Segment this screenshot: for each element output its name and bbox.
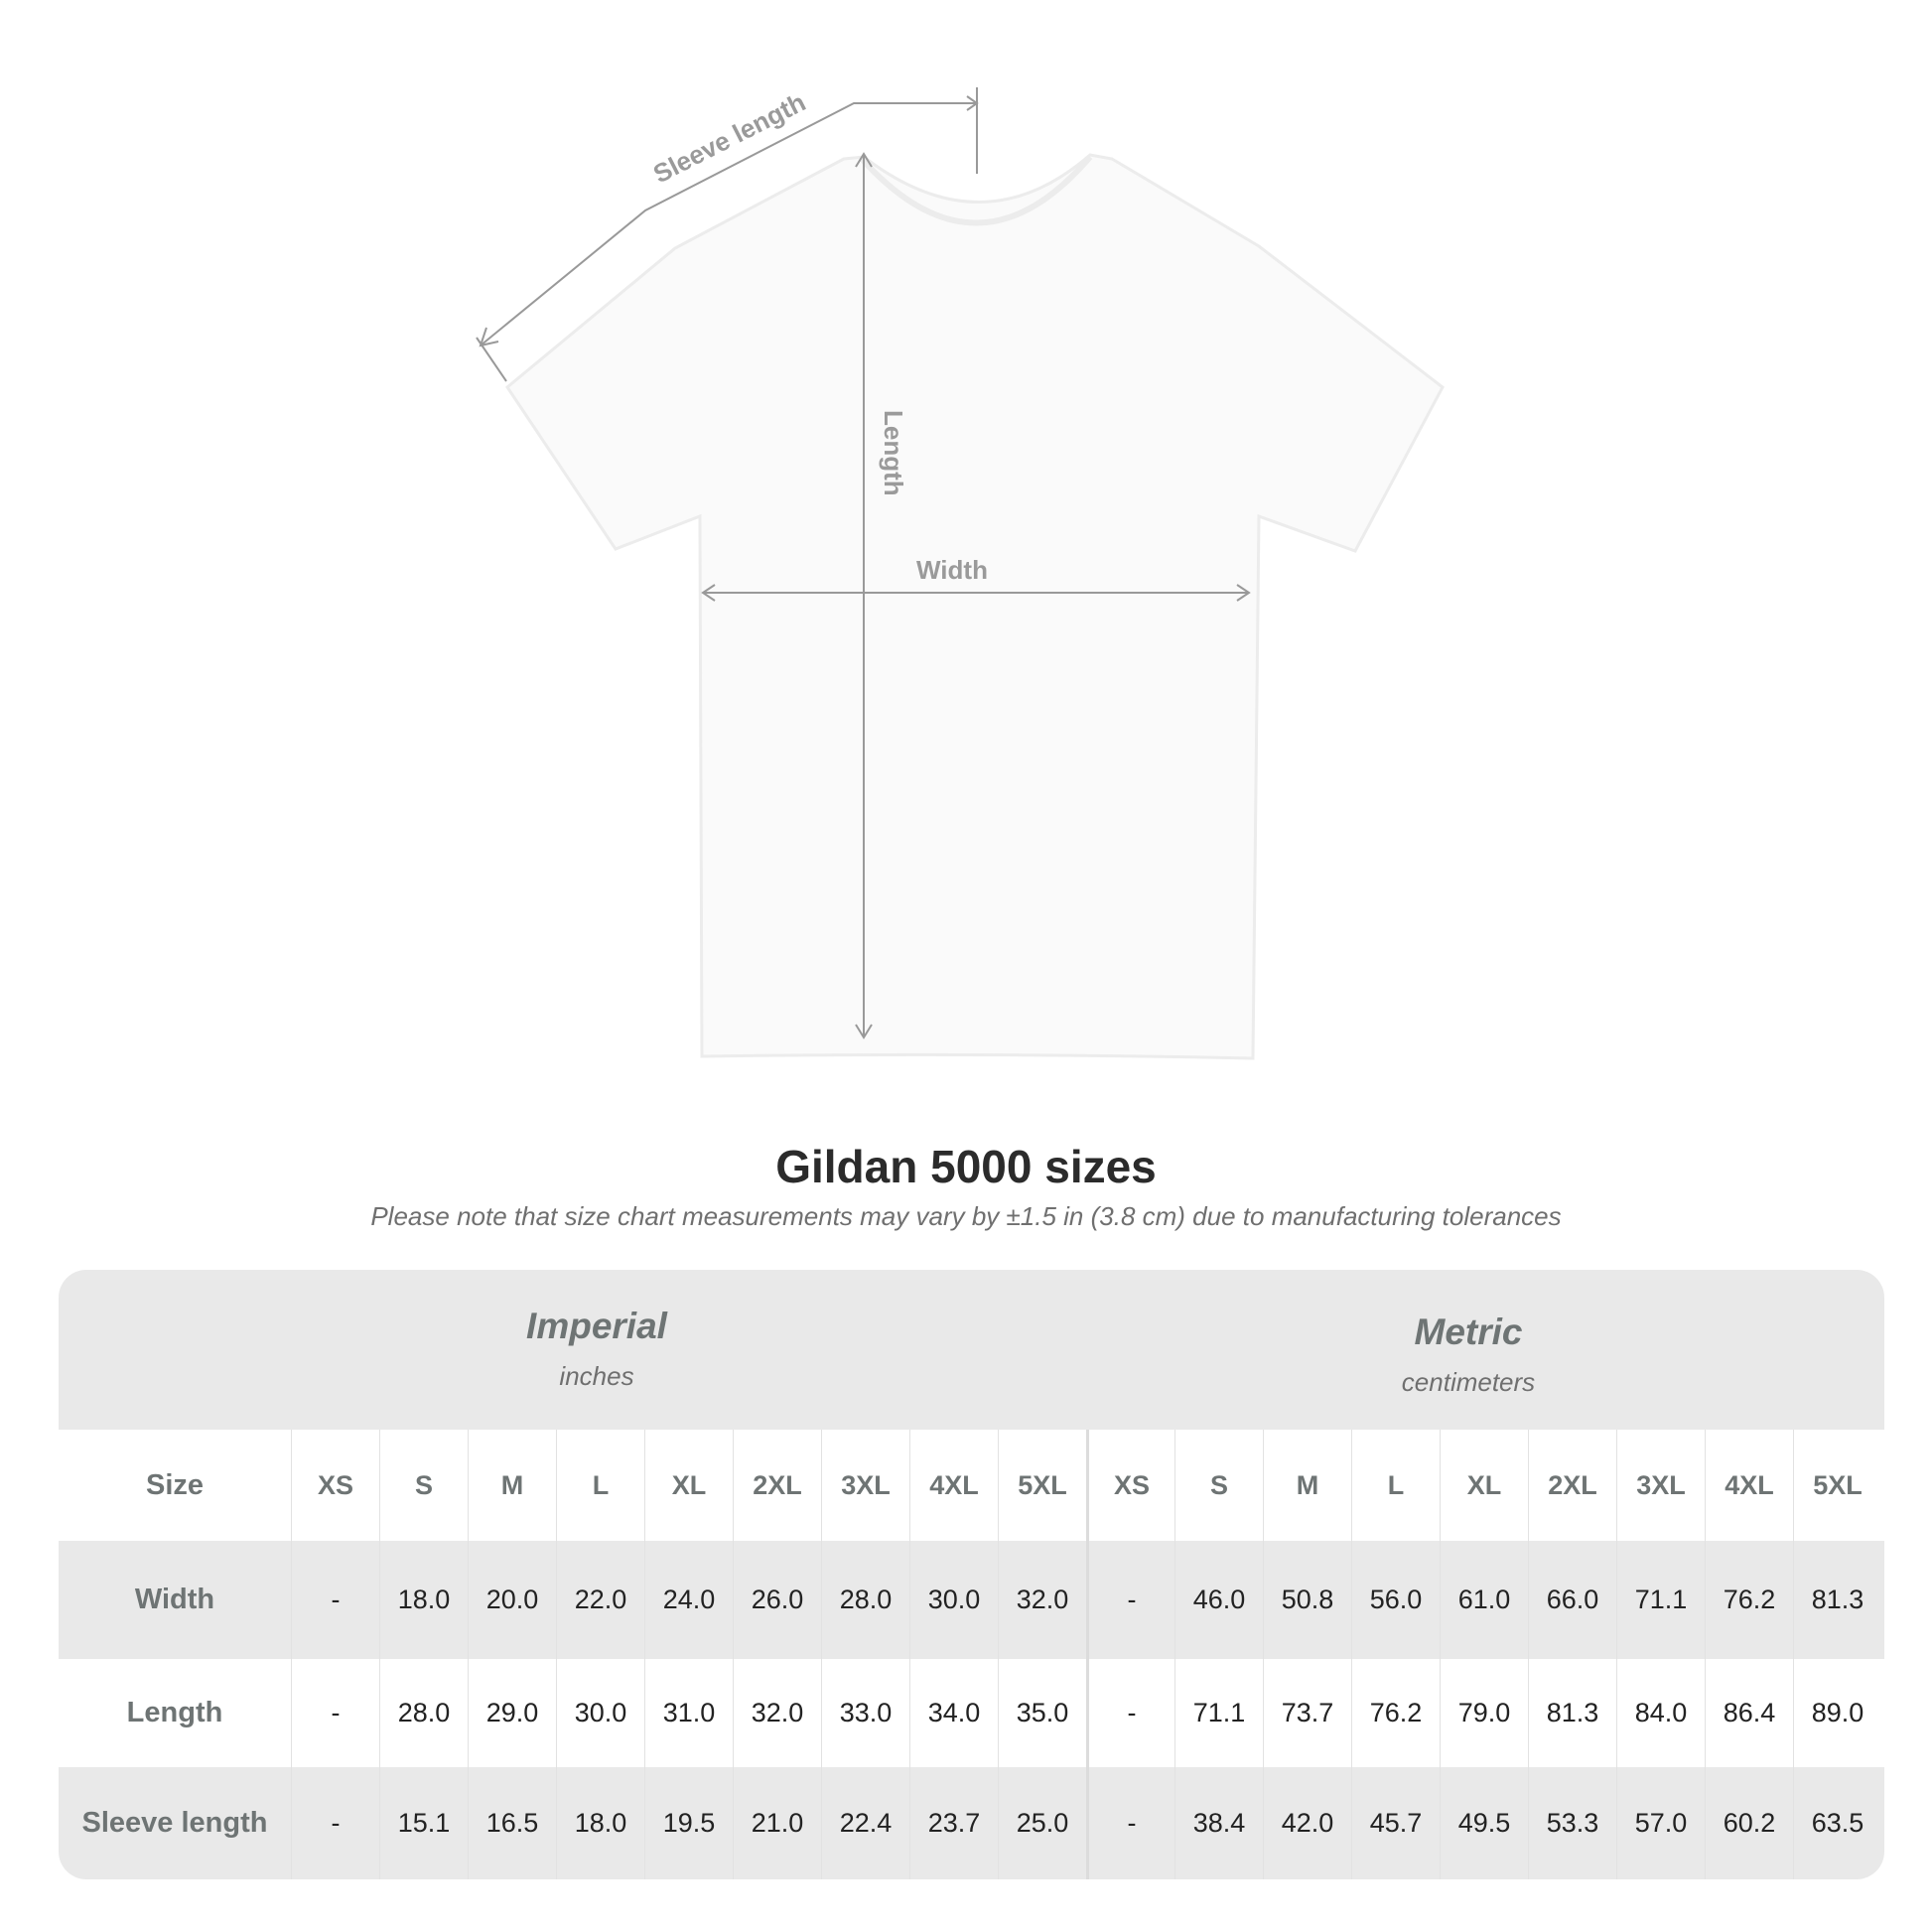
metric-value-cell: 71.1 — [1616, 1541, 1705, 1659]
imperial-value-cell: - — [291, 1659, 379, 1767]
metric-value-cell: - — [1086, 1659, 1174, 1767]
size-metric-header: M — [1263, 1430, 1351, 1541]
size-metric-header: 2XL — [1528, 1430, 1616, 1541]
metric-value-cell: 71.1 — [1174, 1659, 1263, 1767]
size-metric-header: 5XL — [1793, 1430, 1881, 1541]
metric-value-cell: 53.3 — [1528, 1767, 1616, 1879]
imperial-value-cell: 22.0 — [556, 1541, 644, 1659]
size-imperial-header: L — [556, 1430, 644, 1541]
metric-value-cell: 50.8 — [1263, 1541, 1351, 1659]
size-metric-header: S — [1174, 1430, 1263, 1541]
size-imperial-header: XS — [291, 1430, 379, 1541]
size-metric-header: L — [1351, 1430, 1440, 1541]
imperial-value-cell: 18.0 — [556, 1767, 644, 1879]
imperial-value-cell: 30.0 — [556, 1659, 644, 1767]
metric-value-cell: 38.4 — [1174, 1767, 1263, 1879]
size-metric-header: 3XL — [1616, 1430, 1705, 1541]
metric-header: Metric centimeters — [1171, 1311, 1766, 1398]
imperial-unit: inches — [559, 1361, 634, 1391]
size-imperial-header: S — [379, 1430, 468, 1541]
metric-value-cell: 76.2 — [1705, 1541, 1793, 1659]
chart-title: Gildan 5000 sizes — [775, 1141, 1157, 1192]
imperial-value-cell: 19.5 — [644, 1767, 733, 1879]
imperial-value-cell: 15.1 — [379, 1767, 468, 1879]
size-imperial-header: M — [468, 1430, 556, 1541]
metric-name: Metric — [1414, 1311, 1523, 1352]
metric-value-cell: 79.0 — [1440, 1659, 1528, 1767]
metric-value-cell: 57.0 — [1616, 1767, 1705, 1879]
tshirt-collar — [859, 155, 1093, 226]
size-imperial-header: XL — [644, 1430, 733, 1541]
imperial-value-cell: 30.0 — [909, 1541, 998, 1659]
imperial-value-cell: 26.0 — [733, 1541, 821, 1659]
metric-value-cell: 86.4 — [1705, 1659, 1793, 1767]
imperial-header: Imperial inches — [299, 1306, 895, 1392]
metric-value-cell: 63.5 — [1793, 1767, 1881, 1879]
imperial-name: Imperial — [526, 1306, 667, 1346]
imperial-value-cell: - — [291, 1541, 379, 1659]
row-label: Sleeve length — [81, 1807, 268, 1839]
tshirt-shape — [505, 153, 1445, 1060]
metric-value-cell: 66.0 — [1528, 1541, 1616, 1659]
size-metric-header: XL — [1440, 1430, 1528, 1541]
length-label: Length — [879, 410, 908, 496]
size-label: Size — [145, 1468, 205, 1501]
imperial-value-cell: 32.0 — [998, 1541, 1086, 1659]
table-row: Width -18.0 20.0 22.0 24.0 26.0 28.0 30.0 32.0-4… — [59, 1541, 1884, 1659]
imperial-value-cell: 29.0 — [468, 1659, 556, 1767]
size-imperial-header: 2XL — [733, 1430, 821, 1541]
metric-value-cell: - — [1086, 1767, 1174, 1879]
metric-value-cell: 81.3 — [1528, 1659, 1616, 1767]
imperial-value-cell: 21.0 — [733, 1767, 821, 1879]
metric-value-cell: 61.0 — [1440, 1541, 1528, 1659]
metric-value-cell: 46.0 — [1174, 1541, 1263, 1659]
tolerance-note: Please note that size chart measurements… — [370, 1201, 1562, 1231]
metric-value-cell: 84.0 — [1616, 1659, 1705, 1767]
metric-value-cell: 56.0 — [1351, 1541, 1440, 1659]
metric-value-cell: 45.7 — [1351, 1767, 1440, 1879]
imperial-value-cell: 22.4 — [821, 1767, 909, 1879]
tshirt-diagram: Sleeve length Length Width — [476, 87, 1445, 1060]
size-imperial-header: 5XL — [998, 1430, 1086, 1541]
row-label: Width — [134, 1584, 215, 1615]
table-row: Sleeve length -15.1 16.5 18.0 19.5 21.0 22.4 23… — [59, 1767, 1884, 1879]
imperial-value-cell: 28.0 — [379, 1659, 468, 1767]
imperial-value-cell: 16.5 — [468, 1767, 556, 1879]
metric-value-cell: 76.2 — [1351, 1659, 1440, 1767]
metric-unit: centimeters — [1401, 1367, 1536, 1397]
header-band — [59, 1270, 1884, 1430]
width-label: Width — [916, 555, 988, 585]
size-table: Imperial inches Metric centimeters Size X… — [59, 1270, 1884, 1879]
size-imperial-header: 4XL — [909, 1430, 998, 1541]
imperial-value-cell: - — [291, 1767, 379, 1879]
dimension-lines — [476, 87, 1251, 1039]
imperial-value-cell: 28.0 — [821, 1541, 909, 1659]
imperial-value-cell: 20.0 — [468, 1541, 556, 1659]
imperial-value-cell: 25.0 — [998, 1767, 1086, 1879]
imperial-value-cell: 24.0 — [644, 1541, 733, 1659]
size-header-row: Size XS S M L XL 2XL 3XL 4XL 5XL XS S M L XL 2XL 3XL 4XL 5… — [59, 1430, 1884, 1541]
row-label: Length — [126, 1697, 223, 1728]
metric-value-cell: 60.2 — [1705, 1767, 1793, 1879]
imperial-value-cell: 33.0 — [821, 1659, 909, 1767]
metric-value-cell: 42.0 — [1263, 1767, 1351, 1879]
metric-value-cell: 49.5 — [1440, 1767, 1528, 1879]
imperial-value-cell: 31.0 — [644, 1659, 733, 1767]
imperial-value-cell: 18.0 — [379, 1541, 468, 1659]
imperial-value-cell: 34.0 — [909, 1659, 998, 1767]
imperial-value-cell: 32.0 — [733, 1659, 821, 1767]
table-row: Length -28.0 29.0 30.0 31.0 32.0 33.0 34.0 35.0-… — [59, 1659, 1884, 1767]
metric-value-cell: 81.3 — [1793, 1541, 1881, 1659]
metric-value-cell: - — [1086, 1541, 1174, 1659]
metric-value-cell: 73.7 — [1263, 1659, 1351, 1767]
size-metric-header: XS — [1086, 1430, 1174, 1541]
imperial-value-cell: 35.0 — [998, 1659, 1086, 1767]
imperial-value-cell: 23.7 — [909, 1767, 998, 1879]
size-metric-header: 4XL — [1705, 1430, 1793, 1541]
size-imperial-header: 3XL — [821, 1430, 909, 1541]
metric-value-cell: 89.0 — [1793, 1659, 1881, 1767]
